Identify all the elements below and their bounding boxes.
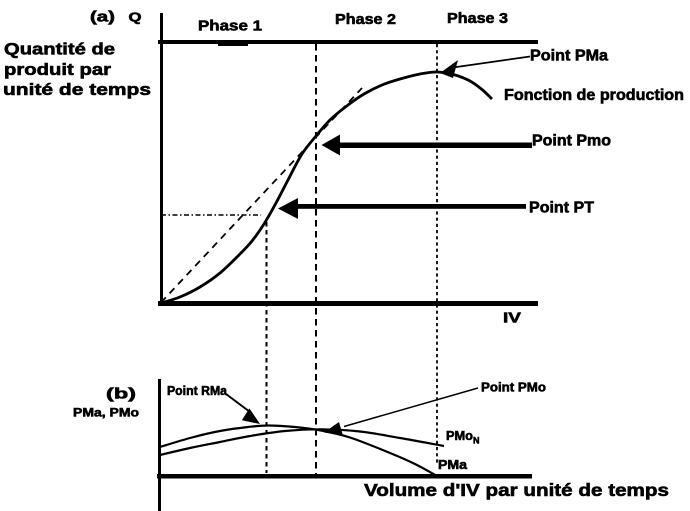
svg-text:Volume d'IV par unité de temps: Volume d'IV par unité de temps xyxy=(364,480,669,500)
svg-text:N: N xyxy=(473,436,480,446)
svg-text:Quantité de: Quantité de xyxy=(4,40,115,59)
svg-text:(b): (b) xyxy=(106,387,136,403)
svg-text:Point Pmo: Point Pmo xyxy=(532,132,611,149)
svg-text:IV: IV xyxy=(503,310,521,327)
svg-text:Point PMo: Point PMo xyxy=(481,380,546,395)
svg-text:Phase 3: Phase 3 xyxy=(447,10,508,27)
svg-text:Fonction de production: Fonction de production xyxy=(504,87,684,104)
svg-text:Point PT: Point PT xyxy=(529,199,595,216)
svg-text:Point PMa: Point PMa xyxy=(530,47,608,64)
svg-text:PMa, PMo: PMa, PMo xyxy=(73,406,139,420)
svg-text:(a): (a) xyxy=(90,9,115,25)
svg-text:PMa: PMa xyxy=(438,458,468,472)
svg-text:Q: Q xyxy=(129,10,142,24)
svg-text:Point RMa: Point RMa xyxy=(167,384,228,398)
svg-text:Phase 1: Phase 1 xyxy=(198,17,262,34)
svg-text:produit par: produit par xyxy=(4,60,111,79)
svg-text:Phase 2: Phase 2 xyxy=(335,11,396,28)
svg-text:unité de temps: unité de temps xyxy=(3,80,151,99)
svg-text:PMo: PMo xyxy=(446,429,473,443)
